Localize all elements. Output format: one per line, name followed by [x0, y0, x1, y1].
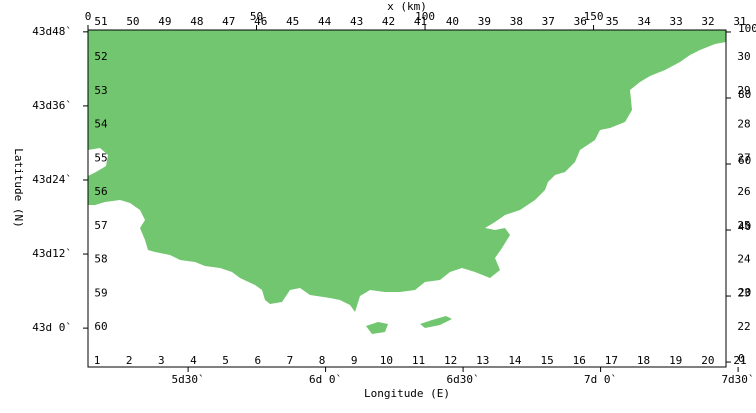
y-km-tick-label: 60	[738, 154, 751, 167]
perimeter-label: 57	[94, 219, 107, 232]
land-area	[88, 30, 726, 312]
perimeter-label: 7	[287, 354, 294, 367]
lat-tick-label: 43d12`	[32, 247, 72, 260]
island	[366, 322, 388, 334]
x-km-tick-label: 0	[85, 10, 92, 23]
y-km-tick-label: 40	[738, 220, 751, 233]
inlet	[88, 148, 108, 176]
perimeter-label: 51	[94, 15, 107, 28]
perimeter-label: 38	[510, 15, 523, 28]
y-km-tick-label: 100	[738, 22, 756, 35]
perimeter-label: 40	[446, 15, 459, 28]
perimeter-label: 53	[94, 84, 107, 97]
perimeter-label: 60	[94, 320, 107, 333]
perimeter-label: 15	[540, 354, 553, 367]
perimeter-label: 29	[737, 84, 750, 97]
perimeter-label: 9	[351, 354, 358, 367]
perimeter-label: 20	[701, 354, 714, 367]
lat-tick-label: 43d36`	[32, 99, 72, 112]
perimeter-label: 43	[350, 15, 363, 28]
perimeter-label: 21	[733, 354, 746, 367]
perimeter-label: 50	[126, 15, 139, 28]
lat-tick-label: 43d24`	[32, 173, 72, 186]
x-km-tick-label: 150	[584, 10, 604, 23]
perimeter-label: 5	[222, 354, 229, 367]
perimeter-label: 6	[254, 354, 261, 367]
perimeter-label: 11	[412, 354, 425, 367]
latitude-axis-label: Latitude (N)	[12, 148, 25, 227]
perimeter-label: 45	[286, 15, 299, 28]
perimeter-label: 41	[414, 15, 427, 28]
perimeter-label: 34	[638, 15, 652, 28]
perimeter-label: 42	[382, 15, 395, 28]
perimeter-label: 19	[669, 354, 682, 367]
perimeter-label: 12	[444, 354, 457, 367]
perimeter-label: 26	[737, 185, 750, 198]
y-km-tick-label: 80	[738, 88, 751, 101]
lon-tick-label: 5d30`	[172, 373, 205, 386]
longitude-axis-label: Longitude (E)	[364, 387, 450, 400]
lon-tick-label: 7d30`	[721, 373, 754, 386]
perimeter-label: 23	[737, 286, 750, 299]
perimeter-label: 8	[319, 354, 326, 367]
perimeter-label: 28	[737, 118, 750, 131]
perimeter-label: 30	[737, 50, 750, 63]
perimeter-label: 24	[737, 253, 751, 266]
x-km-tick-label: 100	[415, 10, 435, 23]
perimeter-label: 31	[733, 15, 746, 28]
perimeter-label: 58	[94, 253, 107, 266]
perimeter-label: 3	[158, 354, 165, 367]
perimeter-label: 52	[94, 50, 107, 63]
lon-tick-label: 6d 0`	[309, 373, 342, 386]
lon-tick-label: 6d30`	[447, 373, 480, 386]
perimeter-label: 22	[737, 320, 750, 333]
perimeter-label: 47	[222, 15, 235, 28]
perimeter-label: 10	[380, 354, 393, 367]
perimeter-label: 16	[573, 354, 586, 367]
perimeter-label: 44	[318, 15, 332, 28]
perimeter-label: 46	[254, 15, 267, 28]
perimeter-label: 25	[737, 219, 750, 232]
perimeter-label: 2	[126, 354, 133, 367]
perimeter-label: 36	[574, 15, 587, 28]
perimeter-label: 54	[94, 118, 108, 131]
perimeter-label: 48	[190, 15, 203, 28]
perimeter-label: 59	[94, 286, 107, 299]
perimeter-label: 14	[508, 354, 522, 367]
y-km-tick-label: 0	[738, 352, 745, 365]
perimeter-label: 17	[605, 354, 618, 367]
perimeter-label: 33	[669, 15, 682, 28]
perimeter-label: 13	[476, 354, 489, 367]
perimeter-label: 1	[94, 354, 101, 367]
x-km-axis-label: x (km)	[387, 0, 427, 13]
lon-tick-label: 7d 0`	[584, 373, 617, 386]
perimeter-label: 49	[158, 15, 171, 28]
perimeter-label: 39	[478, 15, 491, 28]
lat-tick-label: 43d 0`	[32, 321, 72, 334]
y-km-tick-label: 20	[738, 286, 751, 299]
perimeter-label: 35	[606, 15, 619, 28]
perimeter-label: 18	[637, 354, 650, 367]
island	[420, 316, 452, 328]
land	[88, 30, 726, 334]
perimeter-label: 56	[94, 185, 107, 198]
perimeter-label: 27	[737, 151, 750, 164]
perimeter-label: 55	[94, 151, 107, 164]
x-km-tick-label: 50	[250, 10, 263, 23]
perimeter-label: 4	[190, 354, 197, 367]
perimeter-label: 32	[701, 15, 714, 28]
perimeter-label: 37	[542, 15, 555, 28]
map-frame	[87, 29, 727, 368]
lat-tick-label: 43d48`	[32, 25, 72, 38]
